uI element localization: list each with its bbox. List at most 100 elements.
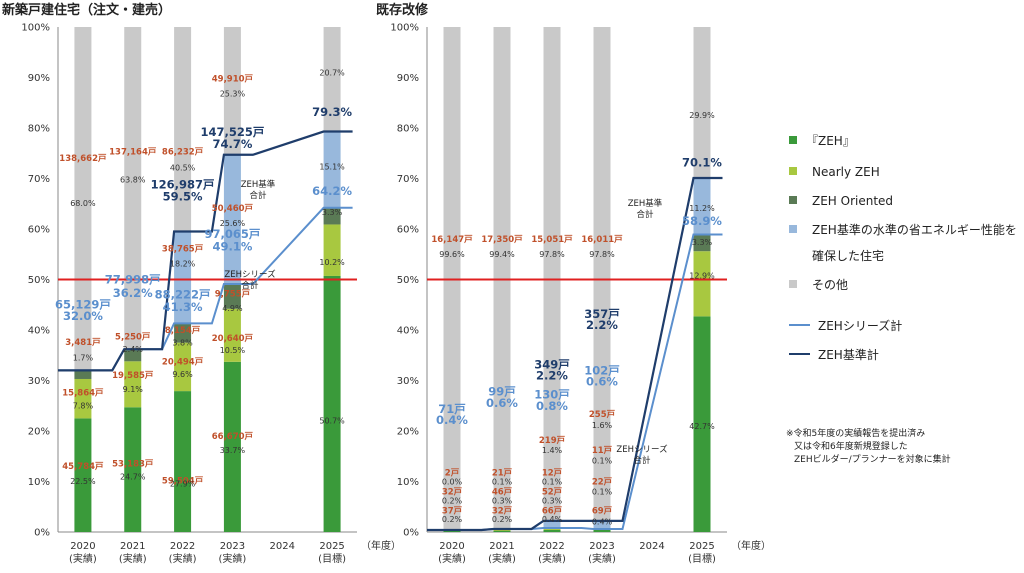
legend-label-standard-2: 確保した住宅 (812, 248, 884, 263)
y-tick-label: 30% (28, 376, 50, 387)
bar-segment-nearly (693, 251, 711, 317)
x-tick-label: 2024 (639, 541, 664, 552)
x-tick-sublabel: (実績) (538, 552, 566, 565)
data-label: 77,998戸 (105, 273, 161, 287)
bar-segment-zeh (493, 530, 511, 532)
data-label: 9,755戸 (215, 290, 251, 300)
bar-segment-standard (323, 131, 341, 208)
chart-title-left: 新築戸建住宅（注文・建売） (2, 2, 171, 18)
data-label: 49,910戸 (212, 75, 254, 85)
x-axis-unit: （年度） (361, 539, 401, 552)
data-label: 0.3% (492, 497, 513, 506)
data-label: 3.3% (322, 208, 343, 217)
data-label: 0.0% (442, 478, 463, 487)
x-tick-label: 2023 (220, 541, 245, 552)
y-tick-label: 90% (28, 73, 50, 84)
bar-segment-standard (593, 520, 611, 529)
y-tick-label: 30% (397, 376, 419, 387)
bar-segment-standard (223, 154, 241, 285)
data-label: 102戸 (584, 363, 620, 377)
footnote-line-2: 又は令和6年度新規登録した (794, 440, 908, 452)
bar-segment-other (223, 27, 241, 155)
legend-label-zeh: 『ZEH』 (806, 134, 855, 148)
data-label: 24.7% (120, 472, 146, 481)
bar-segment-other (443, 27, 461, 530)
y-tick-label: 100% (390, 23, 419, 34)
y-tick-label: 10% (28, 477, 50, 488)
data-label: 50.7% (319, 416, 345, 425)
panel-new-houses: 0%10%20%30%40%50%60%70%80%90%100%2020(実績… (21, 23, 401, 566)
data-label: 16,011戸 (581, 235, 623, 245)
data-label: 10.2% (319, 258, 345, 267)
data-label: 29.9% (689, 111, 715, 120)
bar-segment-zeh (74, 418, 92, 532)
data-label: 70.1% (682, 155, 722, 169)
x-tick-sublabel: (実績) (69, 552, 97, 565)
data-label: 41.3% (163, 300, 203, 314)
footnote-line-1: ※令和5年度の実績報告を提出済み (786, 427, 925, 439)
y-tick-label: 0% (403, 528, 419, 539)
data-label: 68.0% (70, 199, 96, 208)
y-tick-label: 40% (28, 326, 50, 337)
data-label: 0.1% (542, 478, 563, 487)
x-tick-label: 2022 (539, 541, 564, 552)
data-label: 2.2% (586, 318, 618, 332)
data-label: 349戸 (534, 357, 570, 371)
data-label: 7.8% (73, 401, 94, 410)
data-label: 36.2% (113, 286, 153, 300)
bar-segment-nearly (223, 308, 241, 362)
data-label: 50,460戸 (212, 204, 254, 214)
data-label: 357戸 (584, 307, 620, 321)
bar-segment-oriented (693, 234, 711, 252)
bar-segment-other (124, 27, 142, 350)
legend-label-other: その他 (812, 278, 848, 292)
x-tick-label: 2023 (589, 541, 614, 552)
y-tick-label: 10% (397, 477, 419, 488)
bar-segment-zeh (174, 391, 192, 532)
data-label: 25.6% (220, 219, 246, 228)
bar-segment-nearly (493, 529, 511, 531)
line-annotation: ZEH基準 (628, 198, 663, 209)
data-label: 0.2% (492, 515, 513, 524)
bar-segment-other (174, 27, 192, 232)
data-label: 45,784戸 (62, 462, 104, 472)
data-label: 3,481戸 (65, 338, 101, 348)
y-tick-label: 50% (28, 275, 50, 286)
data-label: 15.1% (319, 162, 345, 171)
line-annotation: ZEHシリーズ (616, 444, 668, 455)
y-tick-label: 50% (397, 275, 419, 286)
legend-label-nearly: Nearly ZEH (812, 165, 880, 179)
data-label: 1.7% (73, 353, 94, 362)
data-label: 0.4% (436, 413, 468, 427)
data-label: 79.3% (312, 105, 352, 119)
bar-segment-oriented (323, 207, 341, 225)
bar-segment-other (543, 27, 561, 521)
x-tick-label: 2025 (319, 541, 344, 552)
data-label: 74.7% (212, 137, 252, 151)
bar-segment-zeh (223, 361, 241, 532)
data-label: 86,232戸 (162, 147, 204, 157)
bar-segment-other (493, 27, 511, 529)
data-label: 69戸 (592, 506, 613, 516)
y-tick-label: 80% (397, 124, 419, 135)
x-tick-label: 2024 (270, 541, 295, 552)
data-label: 20.7% (319, 68, 345, 77)
x-tick-label: 2020 (439, 541, 464, 552)
y-tick-label: 70% (28, 174, 50, 185)
data-label: 0.4% (592, 517, 613, 526)
data-label: 16,147戸 (431, 235, 473, 245)
data-label: 22.5% (70, 477, 96, 486)
bar-segment-zeh (124, 407, 142, 532)
bar-segment-other (323, 27, 341, 132)
data-label: 22戸 (592, 478, 613, 488)
y-tick-label: 90% (397, 73, 419, 84)
data-label: 0.2% (442, 497, 463, 506)
data-label: 59.5% (163, 190, 203, 204)
y-tick-label: 60% (28, 225, 50, 236)
data-label: 33.7% (220, 446, 246, 455)
line-annotation: 合計 (249, 190, 267, 201)
bar-segment-oriented (74, 370, 92, 379)
legend-swatch-nearly (789, 167, 797, 175)
